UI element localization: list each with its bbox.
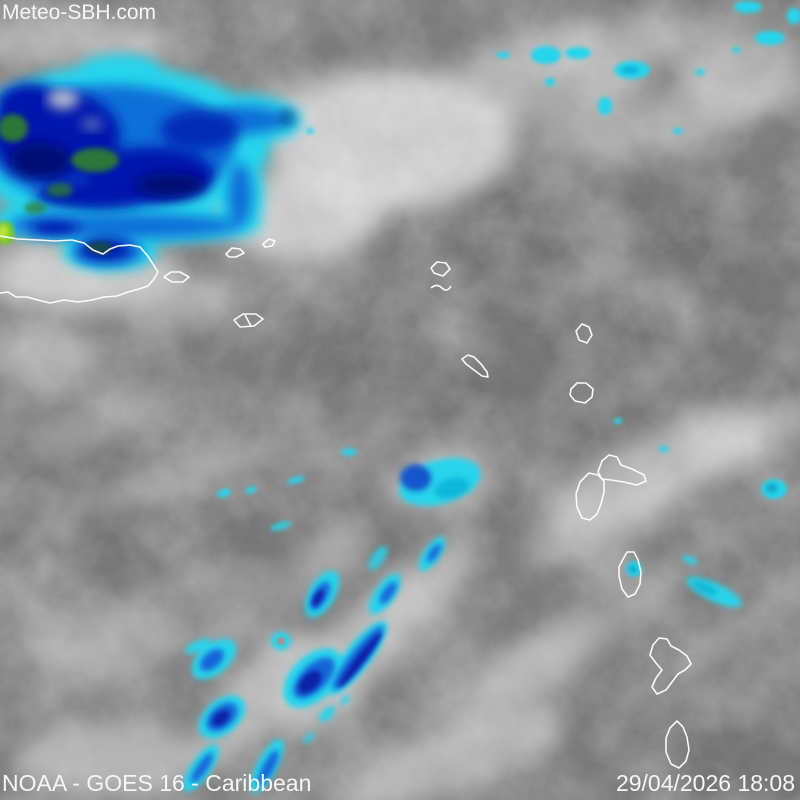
- coastline-guadeloupe-basse-terre: [575, 472, 605, 521]
- coastline-st-lucia: [665, 720, 690, 769]
- top-band-cells: [306, 1, 800, 134]
- watermark-label: Meteo-SBH.com: [2, 1, 157, 24]
- coastline-martinique: [649, 637, 692, 695]
- coastline-antigua: [569, 382, 594, 404]
- coastline-st-thomas: [225, 247, 245, 258]
- bright-green-core: [0, 221, 14, 245]
- coastline-st-barthelemy: [430, 284, 452, 291]
- rain-bands: [182, 536, 446, 793]
- timestamp-label: 29/04/2026 18:08: [615, 770, 795, 796]
- coastlines: [0, 235, 692, 769]
- right-edge-cell: [761, 479, 787, 499]
- midright-cell: [399, 458, 481, 506]
- coastline-st-kitts-nevis: [461, 354, 489, 378]
- coastline-barbuda: [575, 323, 593, 344]
- coastline-dominica: [618, 551, 642, 598]
- source-label: NOAA - GOES 16 - Caribbean: [2, 770, 312, 796]
- coastline-puerto-rico: [0, 235, 159, 304]
- coastline-st-croix: [233, 313, 264, 328]
- coastline-tortola: [262, 238, 276, 248]
- mid-cells: [217, 418, 669, 531]
- coastline-vieques: [163, 271, 190, 283]
- antilles-cells: [626, 555, 742, 608]
- coastline-guadeloupe-grande-terre: [597, 454, 647, 486]
- coastline-st-martin: [430, 261, 451, 277]
